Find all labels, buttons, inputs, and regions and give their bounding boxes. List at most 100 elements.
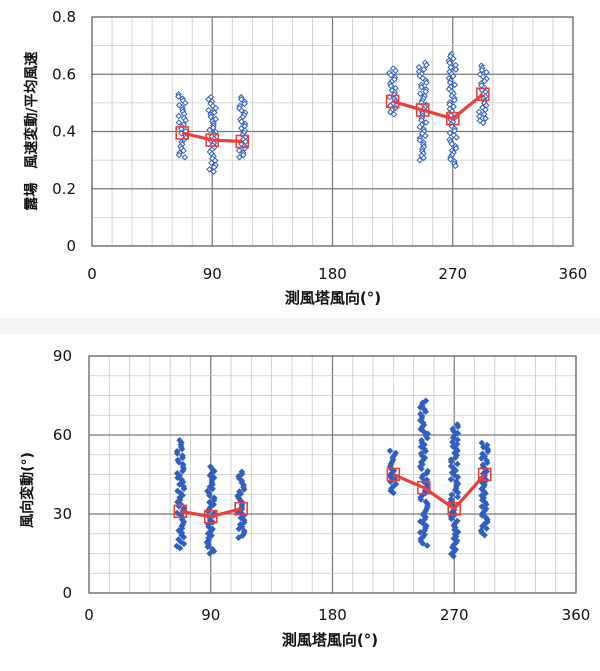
- bottom-mean-marker: [477, 467, 492, 482]
- top-scatter-point: [416, 90, 424, 98]
- bottom-scatter-point: [205, 523, 212, 531]
- bottom-scatter-point: [422, 397, 430, 405]
- bottom-scatter-point: [179, 467, 186, 475]
- bottom-scatter-point: [175, 458, 183, 466]
- bottom-mean-marker: [417, 480, 431, 495]
- bottom-scatter-point: [179, 492, 186, 499]
- top-scatter-point: [416, 123, 424, 131]
- bottom-scatter-point: [206, 472, 214, 479]
- top-grid: [91, 16, 574, 247]
- bottom-scatter-point: [209, 485, 216, 493]
- bottom-scatter-point: [478, 512, 486, 519]
- top-mean-marker: [385, 94, 400, 109]
- bottom-scatter-point: [422, 408, 429, 416]
- bottom-mean-marker: [173, 504, 188, 519]
- top-scatter-point: [208, 159, 215, 167]
- bottom-scatter-point: [422, 447, 429, 455]
- top-scatter-point: [175, 93, 182, 100]
- top-scatter-point: [211, 109, 218, 116]
- bottom-scatter-point: [478, 503, 486, 510]
- top-scatter-point: [478, 66, 486, 74]
- top-scatter-point: [209, 102, 217, 110]
- bottom-scatter-point: [482, 490, 489, 497]
- top-x-axis-title: 測風塔風向(°): [285, 289, 381, 307]
- bottom-scatter-point: [416, 404, 424, 411]
- top-scatter-point: [416, 156, 424, 164]
- top-y-tick-label: 0.2: [52, 180, 76, 198]
- bottom-scatter-point: [390, 489, 397, 497]
- top-scatter-point: [453, 134, 460, 141]
- bottom-mean-line: [180, 507, 242, 519]
- top-scatter-point: [175, 151, 183, 159]
- top-mean-marker: [415, 103, 430, 117]
- bottom-scatter-point: [452, 454, 459, 461]
- top-scatter-point: [450, 55, 457, 62]
- top-mean-marker: [445, 111, 460, 126]
- top-scatter-point: [210, 168, 217, 175]
- top-scatter-point: [181, 153, 189, 161]
- top-scatter-point: [423, 61, 430, 69]
- top-scatter-point: [205, 96, 212, 103]
- top-scatter-point: [387, 71, 395, 79]
- top-scatter-point: [446, 129, 454, 137]
- top-scatter-point: [447, 155, 454, 163]
- top-scatter-point: [175, 112, 182, 120]
- chart-bottom: 0 90 180 270 360 0 30 60 90 測風塔風向(°) 風向変動(°): [19, 347, 591, 649]
- top-scatter-point: [206, 126, 213, 134]
- bottom-scatter-point: [418, 474, 426, 481]
- top-mean-marker: [476, 87, 490, 102]
- bottom-mean-marker: [203, 509, 218, 524]
- top-scatter-point: [207, 113, 215, 121]
- bottom-scatter-point: [235, 525, 243, 533]
- top-scatter-point: [452, 162, 459, 170]
- top-scatter-point: [451, 81, 459, 89]
- bottom-scatter-point: [239, 532, 246, 539]
- bottom-scatter-point: [449, 443, 457, 450]
- bottom-scatter-point: [483, 468, 490, 475]
- top-x-tick-label: 90: [203, 265, 222, 283]
- chart-panel-top: 0 90 180 270 360 0 0.2 0.4 0.6 0.8 測風塔風向(°) 露場 風速変動…: [0, 0, 600, 318]
- bottom-scatter-point: [176, 481, 183, 488]
- bottom-scatter-point: [176, 544, 184, 552]
- top-scatter-point: [392, 67, 399, 75]
- top-scatter-point: [205, 106, 212, 114]
- bottom-mean-marker: [234, 501, 248, 516]
- bottom-scatter-point: [178, 445, 186, 453]
- bottom-scatter-point: [206, 550, 214, 557]
- bottom-scatter-point: [418, 465, 425, 473]
- top-scatter-point: [452, 145, 460, 152]
- bottom-scatter-point: [240, 486, 248, 493]
- bottom-y-tick-label: 60: [53, 426, 72, 444]
- bottom-scatter-points: [173, 397, 492, 560]
- top-mean-marker: [175, 126, 189, 140]
- top-mean-line: [181, 131, 243, 144]
- bottom-scatter-point: [210, 547, 218, 555]
- top-mean-marker: [205, 133, 220, 147]
- top-scatter-point: [452, 66, 460, 73]
- bottom-scatter-point: [481, 452, 488, 460]
- bottom-scatter-point: [386, 447, 394, 455]
- bottom-scatter-point: [174, 487, 181, 495]
- bottom-scatter-point: [423, 469, 431, 477]
- bottom-scatter-point: [180, 533, 188, 541]
- bottom-scatter-point: [481, 531, 488, 539]
- top-scatter-point: [476, 117, 484, 125]
- bottom-scatter-point: [484, 448, 492, 455]
- bottom-scatter-point: [450, 552, 457, 560]
- top-scatter-point: [239, 151, 247, 159]
- top-scatter-point: [422, 132, 429, 140]
- bottom-scatter-point: [419, 540, 426, 547]
- bottom-x-tick-label: 360: [562, 606, 591, 624]
- bottom-scatter-point: [180, 485, 188, 493]
- chart-panel-bottom: 0 90 180 270 360 0 30 60 90 測風塔風向(°) 風向変動(°): [0, 334, 600, 671]
- bottom-y-tick-label: 90: [53, 347, 72, 365]
- top-y-axis-title: 露場 風速変動/平均風速: [23, 51, 40, 210]
- top-y-tick-label: 0.4: [52, 123, 76, 141]
- bottom-scatter-point: [447, 476, 455, 483]
- bottom-scatter-point: [483, 459, 491, 466]
- bottom-scatter-point: [173, 450, 181, 457]
- bottom-scatter-point: [416, 529, 424, 536]
- top-x-tick-label: 360: [559, 265, 588, 283]
- top-scatter-point: [482, 115, 489, 122]
- top-scatter-point: [420, 66, 428, 73]
